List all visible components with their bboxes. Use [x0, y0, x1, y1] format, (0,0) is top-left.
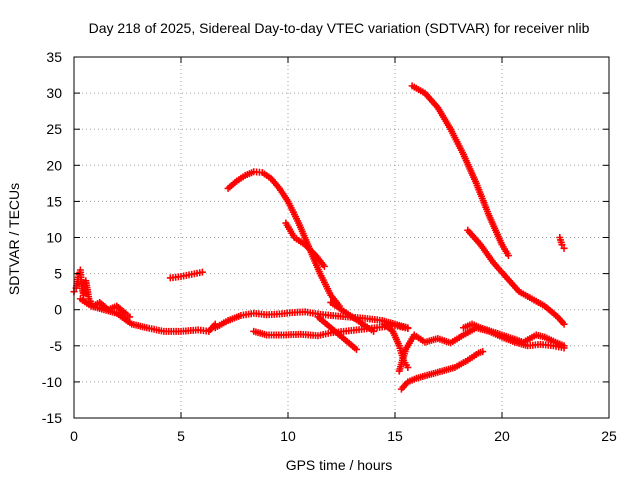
track-low-rise [397, 348, 487, 393]
track-cross-a [314, 313, 360, 353]
chart-title: Day 218 of 2025, Sidereal Day-to-day VTE… [89, 20, 590, 36]
data-point [320, 262, 328, 270]
x-tick-label: 10 [280, 428, 296, 444]
y-tick-label: 0 [54, 302, 62, 318]
data-point [370, 327, 378, 335]
y-tick-label: 5 [54, 266, 62, 282]
track-high-arc [224, 168, 343, 310]
data-point [504, 252, 512, 260]
y-tick-label: 35 [46, 49, 62, 65]
track-early-low [76, 295, 219, 335]
y-tick-label: 15 [46, 193, 62, 209]
x-tick-label: 15 [387, 428, 403, 444]
y-tick-label: 30 [46, 85, 62, 101]
x-tick-label: 20 [494, 428, 510, 444]
data-point [126, 313, 134, 321]
y-tick-label: -15 [42, 410, 62, 426]
data-point [479, 348, 487, 356]
track-baseline-a [211, 308, 412, 332]
x-tick-label: 0 [70, 428, 78, 444]
track-cross-b [327, 298, 378, 335]
x-tick-label: 5 [177, 428, 185, 444]
track-late-bump [459, 320, 568, 350]
y-tick-label: 10 [46, 230, 62, 246]
track-mid-right [464, 226, 568, 328]
track-dip-15 [380, 320, 412, 371]
grid-lines [74, 57, 609, 418]
track-desc-mid [282, 219, 328, 270]
data-point [198, 268, 206, 276]
y-axis-label: SDTVAR / TECUs [6, 183, 22, 295]
data-point [560, 244, 568, 252]
y-tick-label: -5 [50, 338, 63, 354]
data-points [70, 82, 568, 393]
track-early-cluster [70, 266, 134, 321]
y-tick-label: -10 [42, 374, 62, 390]
data-point [404, 363, 412, 371]
axis-ticks: 0 5 10 15 20 25 -15 -10 -5 0 5 10 15 20 25 30 35 [42, 49, 617, 444]
track-recovery [395, 324, 568, 375]
data-point [558, 241, 566, 249]
data-point [560, 320, 568, 328]
y-tick-label: 20 [46, 157, 62, 173]
data-point [404, 324, 412, 332]
y-tick-label: 25 [46, 121, 62, 137]
x-axis-label: GPS time / hours [286, 457, 393, 473]
track-short-mid [166, 268, 206, 282]
data-point [560, 342, 568, 350]
x-tick-label: 25 [601, 428, 617, 444]
track-short-right [556, 234, 568, 252]
data-point [352, 345, 360, 353]
track-descending-long [408, 82, 512, 260]
